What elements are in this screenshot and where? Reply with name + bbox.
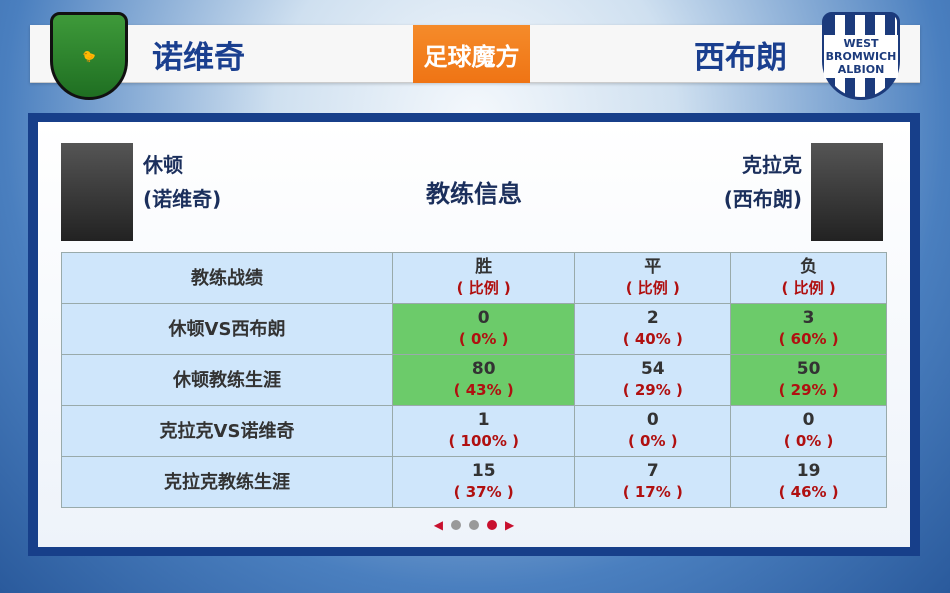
stat-value: 19 [796, 461, 821, 481]
away-coach-name: 克拉克 [742, 153, 802, 177]
away-team-name: 西布朗 [694, 40, 787, 76]
stat-percent: ( 100% ) [448, 432, 519, 450]
stat-percent: ( 0% ) [627, 432, 678, 450]
column-header: 负 ( 比例 ) [730, 252, 887, 304]
stat-percent: ( 37% ) [453, 483, 514, 501]
home-team-name: 诺维奇 [152, 40, 245, 76]
page-dot[interactable] [451, 520, 461, 530]
column-header: 胜 ( 比例 ) [391, 252, 576, 304]
stat-value: 54 [640, 359, 665, 379]
home-coach: 休顿 (诺维奇) [143, 148, 221, 216]
stat-percent: ( 46% ) [778, 483, 839, 501]
stat-cell: 2 ( 40% ) [574, 303, 732, 355]
stat-value: 1 [477, 410, 490, 430]
stat-percent: ( 43% ) [453, 381, 514, 399]
stat-percent: ( 29% ) [622, 381, 683, 399]
coach-panel: 休顿 (诺维奇) 教练信息 克拉克 (西布朗) 教练战绩 胜 ( 比例 ) 平 ( 比例… [28, 113, 920, 556]
stat-percent: ( 0% ) [458, 330, 509, 348]
away-coach-team: (西布朗) [723, 187, 802, 211]
prev-arrow-icon[interactable]: ◀ [433, 518, 443, 532]
row-label: 休顿教练生涯 [61, 354, 393, 406]
table-row: 克拉克教练生涯 15 ( 37% ) 7 ( 17% ) 19 ( 46% ) [61, 456, 887, 508]
stat-value: 0 [802, 410, 815, 430]
brand-logo: 足球魔方 [413, 25, 530, 83]
column-header: 平 ( 比例 ) [574, 252, 732, 304]
home-coach-name: 休顿 [143, 153, 183, 177]
header-sub: ( 比例 ) [456, 279, 511, 297]
header-sub: ( 比例 ) [625, 279, 680, 297]
stat-cell: 3 ( 60% ) [730, 303, 887, 355]
stat-percent: ( 17% ) [622, 483, 683, 501]
column-header: 教练战绩 [61, 252, 393, 304]
stat-percent: ( 29% ) [778, 381, 839, 399]
header-label: 平 [644, 257, 662, 277]
coach-record-table: 教练战绩 胜 ( 比例 ) 平 ( 比例 ) 负 ( 比例 ) 休顿VS西布朗 0 ( 0% ) 2… [61, 252, 887, 508]
stat-cell: 19 ( 46% ) [730, 456, 887, 508]
stat-value: 0 [477, 308, 490, 328]
stat-value: 80 [471, 359, 496, 379]
stat-cell: 54 ( 29% ) [574, 354, 732, 406]
away-coach: 克拉克 (西布朗) [724, 148, 802, 216]
stat-cell: 0 ( 0% ) [391, 303, 576, 355]
header-label: 教练战绩 [191, 267, 263, 289]
stat-cell: 50 ( 29% ) [730, 354, 887, 406]
away-coach-photo [811, 143, 883, 241]
stat-value: 15 [471, 461, 496, 481]
next-arrow-icon[interactable]: ▶ [505, 518, 515, 532]
table-row: 休顿教练生涯 80 ( 43% ) 54 ( 29% ) 50 ( 29% ) [61, 354, 887, 406]
table-header-row: 教练战绩 胜 ( 比例 ) 平 ( 比例 ) 负 ( 比例 ) [61, 252, 887, 304]
row-label: 克拉克VS诺维奇 [61, 405, 393, 457]
stat-value: 0 [646, 410, 659, 430]
stat-value: 50 [796, 359, 821, 379]
stat-cell: 0 ( 0% ) [574, 405, 732, 457]
stat-value: 7 [646, 461, 659, 481]
home-coach-team: (诺维奇) [143, 187, 222, 211]
header-sub: ( 比例 ) [781, 279, 836, 297]
stat-cell: 80 ( 43% ) [391, 354, 576, 406]
stat-percent: ( 40% ) [622, 330, 683, 348]
table-row: 克拉克VS诺维奇 1 ( 100% ) 0 ( 0% ) 0 ( 0% ) [61, 405, 887, 457]
page-dot[interactable] [469, 520, 479, 530]
norwich-crest-logo: 🐤 [50, 12, 128, 100]
stat-cell: 7 ( 17% ) [574, 456, 732, 508]
stat-cell: 1 ( 100% ) [391, 405, 576, 457]
stat-value: 2 [646, 308, 659, 328]
stat-percent: ( 60% ) [778, 330, 839, 348]
stat-value: 3 [802, 308, 815, 328]
wba-crest-logo: WEST BROMWICH ALBION [822, 12, 900, 100]
home-coach-photo [61, 143, 133, 241]
row-label: 克拉克教练生涯 [61, 456, 393, 508]
header-label: 负 [800, 257, 818, 277]
header-label: 胜 [475, 257, 493, 277]
stat-percent: ( 0% ) [783, 432, 834, 450]
page-dot-active[interactable] [487, 520, 497, 530]
stat-cell: 15 ( 37% ) [391, 456, 576, 508]
table-row: 休顿VS西布朗 0 ( 0% ) 2 ( 40% ) 3 ( 60% ) [61, 303, 887, 355]
stat-cell: 0 ( 0% ) [730, 405, 887, 457]
pager: ◀ ▶ [38, 518, 910, 532]
row-label: 休顿VS西布朗 [61, 303, 393, 355]
panel-title: 教练信息 [426, 180, 522, 208]
